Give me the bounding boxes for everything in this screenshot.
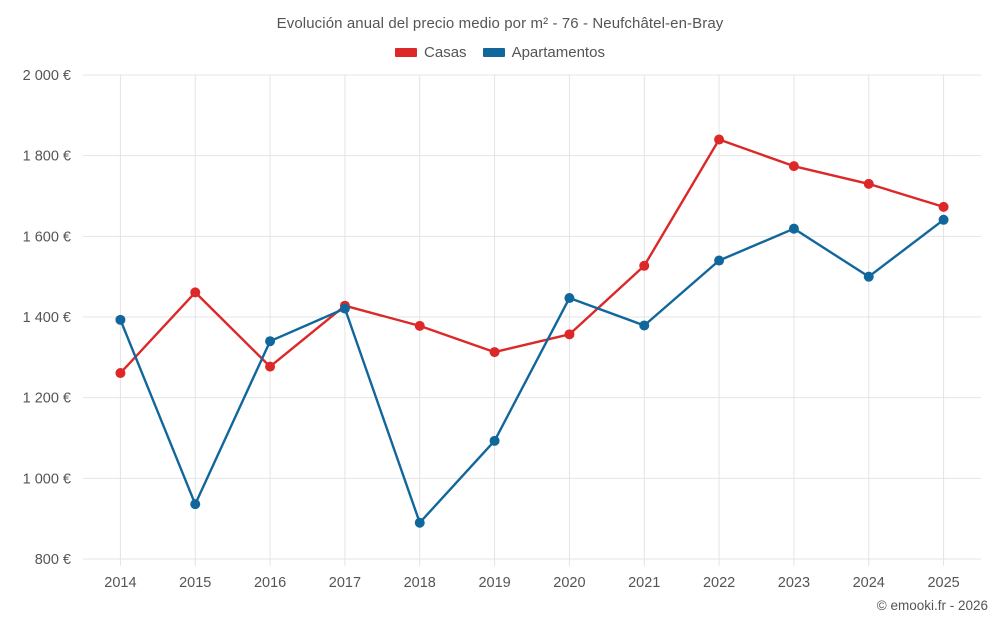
- legend-item-apartamentos[interactable]: Apartamentos: [482, 44, 605, 61]
- legend-item-casas[interactable]: Casas: [395, 44, 467, 61]
- legend-swatch-casas-icon: [395, 48, 418, 57]
- data-point-marker[interactable]: [639, 320, 650, 331]
- data-point-marker[interactable]: [564, 293, 575, 304]
- legend-label-apartamentos: Apartamentos: [511, 44, 605, 61]
- data-point-marker[interactable]: [938, 201, 949, 212]
- data-point-marker[interactable]: [489, 435, 500, 446]
- data-point-marker[interactable]: [115, 314, 126, 325]
- data-point-marker[interactable]: [788, 223, 799, 234]
- x-axis-tick-label: 2023: [778, 575, 810, 591]
- copyright-credit: © emooki.fr - 2026: [876, 598, 988, 613]
- y-axis-tick-label: 1 000 €: [23, 471, 71, 487]
- data-point-marker[interactable]: [788, 161, 799, 172]
- data-point-marker[interactable]: [564, 329, 575, 340]
- series-markers: [115, 134, 949, 528]
- x-axis-tick-label: 2015: [179, 575, 211, 591]
- x-axis-tick-label: 2016: [254, 575, 286, 591]
- y-axis-tick-label: 800 €: [35, 552, 71, 568]
- data-point-marker[interactable]: [414, 517, 425, 528]
- y-axis-tick-label: 2 000 €: [23, 68, 71, 84]
- x-axis-tick-label: 2018: [404, 575, 436, 591]
- data-point-marker[interactable]: [115, 368, 126, 379]
- y-axis-tick-label: 1 200 €: [23, 391, 71, 407]
- legend-label-casas: Casas: [424, 44, 467, 61]
- data-point-marker[interactable]: [190, 499, 201, 510]
- y-axis-tick-label: 1 800 €: [23, 149, 71, 165]
- x-axis-tick-labels: 2014 2015 2016 2017 2018 2019 2020 2021 2022 2023…: [104, 575, 959, 591]
- legend-swatch-apartamentos-icon: [482, 48, 505, 57]
- x-axis-tick-label: 2019: [478, 575, 510, 591]
- series-line-casas: [119, 138, 945, 375]
- x-axis-tick-label: 2022: [703, 575, 735, 591]
- series-lines: [119, 138, 945, 524]
- data-point-marker[interactable]: [265, 361, 276, 372]
- data-point-marker[interactable]: [714, 255, 725, 266]
- x-axis-tick-label: 2017: [329, 575, 361, 591]
- data-point-marker[interactable]: [339, 303, 350, 314]
- series-line-apartamentos: [119, 218, 945, 524]
- x-axis-tick-label: 2020: [553, 575, 585, 591]
- y-axis-tick-label: 1 600 €: [23, 229, 71, 245]
- grid-lines: [83, 74, 981, 566]
- data-point-marker[interactable]: [863, 271, 874, 282]
- data-point-marker[interactable]: [265, 336, 276, 347]
- chart-legend: Casas Apartamentos: [0, 44, 1000, 61]
- data-point-marker[interactable]: [863, 178, 874, 189]
- y-axis-tick-label: 1 400 €: [23, 310, 71, 326]
- data-point-marker[interactable]: [414, 320, 425, 331]
- x-axis-tick-label: 2024: [853, 575, 885, 591]
- data-point-marker[interactable]: [639, 260, 650, 271]
- data-point-marker[interactable]: [190, 287, 201, 298]
- data-point-marker[interactable]: [714, 134, 725, 145]
- x-axis-tick-label: 2021: [628, 575, 660, 591]
- chart-title: Evolución anual del precio medio por m² …: [276, 15, 724, 32]
- data-point-marker[interactable]: [489, 347, 500, 358]
- x-axis-tick-label: 2025: [927, 575, 959, 591]
- y-axis-tick-labels: 800 € 1 000 € 1 200 € 1 400 € 1 600 € 1 800 €…: [23, 68, 71, 568]
- data-point-marker[interactable]: [938, 214, 949, 225]
- x-axis-tick-label: 2014: [104, 575, 136, 591]
